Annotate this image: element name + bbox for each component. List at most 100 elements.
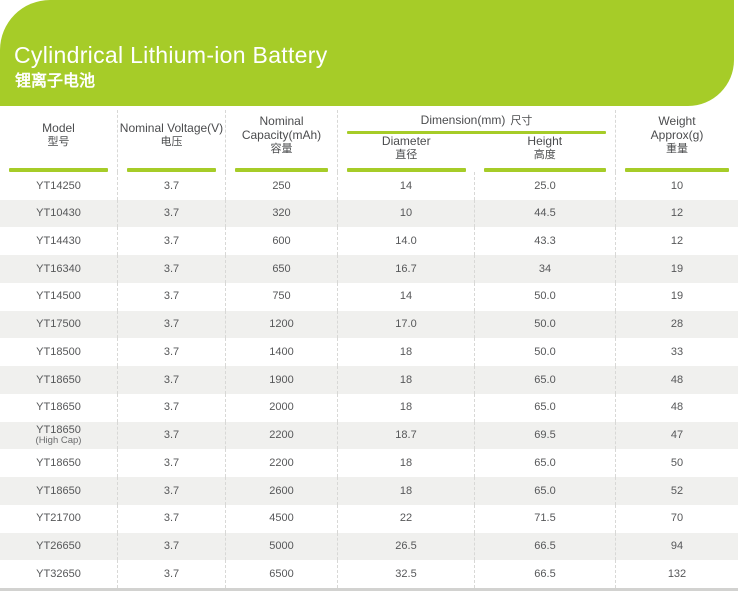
col-label-en: Nominal Voltage(V): [119, 121, 224, 135]
cell-capacity: 2200: [226, 421, 338, 450]
cell-diameter: 18: [338, 449, 475, 478]
cell-weight: 132: [667, 567, 687, 580]
cell-model: YT18650: [0, 393, 118, 422]
cell-diameter: 22: [338, 504, 475, 533]
col-label-zh: 容量: [270, 143, 293, 155]
cell-weight: 19: [670, 290, 684, 303]
cell-diameter: 14.0: [338, 227, 475, 256]
cell-model: YT14430: [0, 227, 118, 256]
cell-weight: 19: [670, 262, 684, 275]
cell-capacity: 2200: [226, 449, 338, 478]
dimension-subcolumns: Diameter 直径 Height 高度: [338, 134, 615, 172]
col-label-zh: 直径: [395, 149, 418, 161]
cell-model: YT18650 (High Cap): [0, 421, 118, 450]
col-label-en: Nominal Capacity(mAh): [241, 114, 322, 142]
table-row: YT18500 3.7 1400 18 50.0 33: [0, 338, 738, 367]
cell-capacity: 4500: [226, 504, 338, 533]
cell-capacity: 250: [226, 172, 338, 200]
cell-diameter: 18: [338, 393, 475, 422]
cell-model: YT16340: [0, 255, 118, 283]
model-name: YT18650: [36, 423, 81, 436]
model-name: YT21700: [36, 512, 81, 525]
cell-height: 66.5: [475, 532, 616, 561]
cell-diameter: 14: [338, 282, 475, 311]
model-name: YT14430: [36, 235, 81, 248]
cell-diameter: 18: [338, 477, 475, 505]
cell-voltage: 3.7: [118, 504, 226, 533]
cell-capacity: 650: [226, 255, 338, 283]
cell-model: YT26650: [0, 532, 118, 561]
col-label-zh: 尺寸: [510, 115, 533, 128]
cell-capacity: 1400: [226, 338, 338, 367]
table-row: YT18650 3.7 1900 18 65.0 48: [0, 366, 738, 394]
cell-weight: 50: [670, 456, 684, 469]
model-name: YT18650: [36, 456, 81, 469]
cell-height: 65.0: [475, 366, 616, 394]
model-name: YT18650: [36, 373, 81, 386]
col-header-model: Model 型号: [0, 110, 118, 172]
cell-model: YT18500: [0, 338, 118, 367]
cell-height: 50.0: [475, 338, 616, 367]
cell-capacity: 1900: [226, 366, 338, 394]
cell-height: 65.0: [475, 393, 616, 422]
col-label-zh: 电压: [160, 136, 183, 148]
col-label-zh: 高度: [533, 149, 556, 161]
col-label-en: Height: [527, 134, 563, 148]
cell-weight: 33: [670, 345, 684, 358]
cell-height: 69.5: [475, 421, 616, 450]
col-label-en: Model: [42, 121, 75, 135]
col-header-height: Height 高度: [475, 134, 616, 172]
cell-capacity: 750: [226, 282, 338, 311]
cell-model: YT14250: [0, 172, 118, 200]
cell-diameter: 14: [338, 172, 475, 200]
header-underline: [483, 168, 606, 172]
cell-model: YT10430: [0, 199, 118, 228]
model-name: YT32650: [36, 567, 81, 580]
table-row: YT18650 3.7 2000 18 65.0 48: [0, 393, 738, 422]
model-name: YT17500: [36, 318, 81, 331]
table-row: YT26650 3.7 5000 26.5 66.5 94: [0, 532, 738, 561]
table-row: YT18650 (High Cap) 3.7 2200 18.7 69.5 47: [0, 421, 738, 450]
cell-capacity: 2000: [226, 393, 338, 422]
cell-voltage: 3.7: [118, 532, 226, 561]
col-header-weight: Weight Approx(g) 重量: [616, 110, 738, 172]
cell-capacity: 600: [226, 227, 338, 256]
cell-height: 34: [475, 255, 616, 283]
cell-weight: 48: [670, 373, 684, 386]
cell-voltage: 3.7: [118, 421, 226, 450]
cell-voltage: 3.7: [118, 393, 226, 422]
cell-weight: 47: [670, 429, 684, 442]
table-row: YT14430 3.7 600 14.0 43.3 12: [0, 227, 738, 256]
table-row: YT32650 3.7 6500 32.5 66.5 132: [0, 560, 738, 589]
cell-weight: 94: [670, 540, 684, 553]
cell-diameter: 18: [338, 366, 475, 394]
cell-diameter: 32.5: [338, 560, 475, 589]
cell-capacity: 6500: [226, 560, 338, 589]
cell-height: 50.0: [475, 282, 616, 311]
cell-voltage: 3.7: [118, 338, 226, 367]
model-name: YT18650: [36, 484, 81, 497]
model-name: YT18500: [36, 345, 81, 358]
col-label-zh: 型号: [47, 136, 70, 148]
cell-height: 65.0: [475, 477, 616, 505]
cell-height: 25.0: [475, 172, 616, 200]
model-variant: (High Cap): [35, 435, 82, 447]
col-header-diameter: Diameter 直径: [338, 134, 475, 172]
col-label-en: Dimension(mm): [420, 113, 506, 128]
dimension-group-label: Dimension(mm) 尺寸: [338, 110, 615, 131]
col-header-capacity: Nominal Capacity(mAh) 容量: [226, 110, 338, 172]
header-underline: [127, 168, 216, 172]
table-row: YT14250 3.7 250 14 25.0 10: [0, 172, 738, 200]
cell-voltage: 3.7: [118, 560, 226, 589]
cell-voltage: 3.7: [118, 255, 226, 283]
battery-spec-table: Model 型号 Nominal Voltage(V) 电压 Nominal C…: [0, 110, 738, 589]
table-body: YT14250 3.7 250 14 25.0 10 YT10430 3.7 3…: [0, 172, 738, 589]
cell-voltage: 3.7: [118, 199, 226, 228]
header-underline: [625, 168, 729, 172]
header-underline: [347, 130, 606, 134]
cell-voltage: 3.7: [118, 227, 226, 256]
table-bottom-border: [0, 588, 738, 591]
page-title: Cylindrical Lithium-ion Battery: [14, 42, 328, 68]
cell-voltage: 3.7: [118, 449, 226, 478]
